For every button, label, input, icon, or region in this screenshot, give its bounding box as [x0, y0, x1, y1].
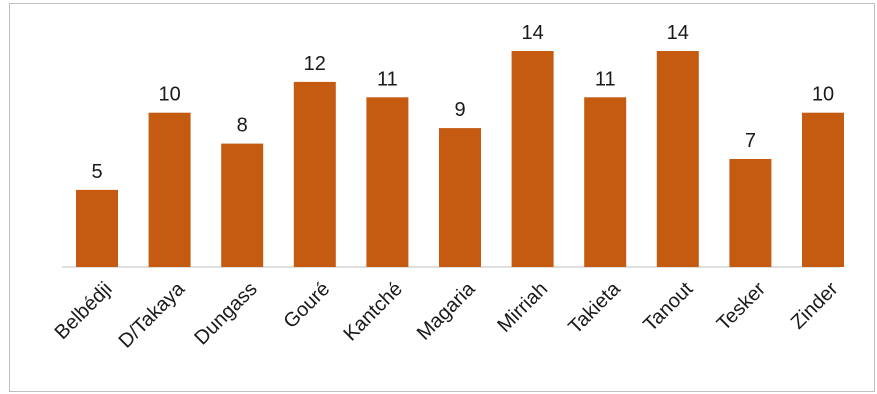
bar-9	[656, 51, 699, 267]
bar-11	[802, 112, 844, 267]
category-label-8: Takieta	[564, 277, 625, 338]
category-label-3: Dungass	[190, 278, 261, 349]
bar-5	[366, 97, 409, 267]
data-label-3: 8	[237, 115, 248, 137]
value-labels-group: 5 10 8 12 11 9 14 11 14 7 10	[91, 22, 834, 183]
data-label-11: 10	[812, 84, 834, 106]
category-label-10: Tesker	[713, 278, 770, 335]
category-label-2: D/Takaya	[115, 277, 190, 352]
data-label-4: 12	[304, 53, 326, 75]
bar-3	[221, 143, 264, 267]
bars-group	[76, 51, 844, 268]
bar-1	[76, 189, 118, 267]
bar-8	[584, 97, 627, 267]
data-label-1: 5	[91, 161, 102, 183]
category-label-9: Tanout	[639, 278, 697, 336]
data-label-7: 14	[521, 22, 543, 44]
data-label-8: 11	[595, 68, 616, 90]
bar-4	[293, 81, 336, 268]
category-label-1: Belbédji	[51, 278, 117, 344]
bar-7	[511, 51, 554, 267]
category-label-4: Gouré	[279, 278, 334, 333]
bar-10	[729, 159, 772, 267]
bar-2	[148, 112, 191, 267]
data-label-9: 14	[667, 22, 689, 44]
bar-6	[439, 128, 481, 267]
data-label-5: 11	[377, 68, 398, 90]
category-label-7: Mirriah	[493, 278, 552, 337]
category-label-6: Magaria	[413, 277, 480, 344]
category-label-11: Zinder	[787, 278, 843, 334]
category-label-5: Kantché	[339, 278, 406, 345]
data-label-2: 10	[158, 84, 180, 106]
data-label-10: 7	[745, 130, 756, 152]
data-label-6: 9	[454, 99, 465, 121]
